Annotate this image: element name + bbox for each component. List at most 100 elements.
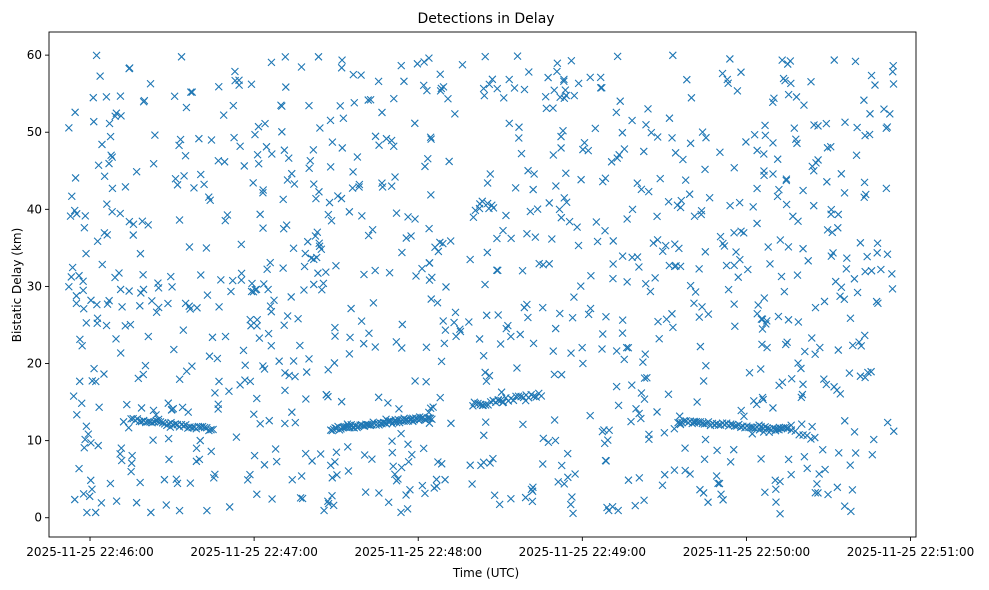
data-point [486,459,495,467]
data-point [609,260,618,268]
data-point [297,63,306,71]
data-point [603,503,611,512]
data-point [563,473,572,482]
data-point [868,450,877,459]
data-point [324,499,333,508]
data-point [256,419,265,428]
data-point [479,458,488,467]
data-point [714,421,723,429]
data-point [181,299,190,308]
data-point [661,241,670,250]
data-point [823,143,832,152]
data-point [769,404,777,412]
data-point [479,84,488,93]
data-point [389,462,398,471]
data-point [106,479,115,488]
data-point [398,248,406,257]
data-point [360,270,368,279]
data-point [760,167,768,175]
data-point [578,343,587,352]
data-point [375,141,383,150]
data-point [814,489,822,497]
data-point [246,315,255,324]
y-tick-label: 10 [27,434,42,448]
data-point [160,475,169,484]
data-point [716,148,724,157]
data-point [437,357,446,366]
data-point [647,128,656,137]
data-point [167,406,176,414]
data-point [309,145,318,154]
data-point [81,435,90,444]
data-point [136,478,145,487]
data-point [320,506,328,515]
data-point [67,273,76,281]
data-point [426,191,435,199]
data-point [81,211,90,220]
data-point [483,199,492,208]
data-point [290,180,299,188]
data-point [192,444,201,453]
data-point [294,314,302,323]
data-point [105,159,113,168]
data-point [127,459,136,468]
data-point [618,252,627,261]
data-point [758,340,766,349]
data-point [116,209,125,218]
data-point [170,92,179,101]
data-point [196,170,205,179]
data-point [549,347,558,355]
data-point [180,171,188,180]
data-point [557,144,565,152]
data-point [644,104,652,113]
data-point [395,404,403,413]
data-point [325,198,334,207]
data-point [560,479,569,488]
data-point [486,170,495,178]
data-point [834,346,843,354]
data-point [119,417,128,426]
data-point [669,323,677,332]
data-point [324,210,333,219]
data-point [178,403,187,412]
data-point [745,368,754,377]
data-point [704,310,713,318]
data-point [482,311,491,320]
data-point [357,211,366,220]
data-point [888,284,897,293]
data-point [124,423,133,432]
data-point [774,312,783,321]
data-point [315,187,323,196]
data-point [259,280,268,288]
data-point [887,269,896,278]
x-axis-label: Time (UTC) [452,566,519,580]
data-point [523,229,531,238]
data-point [469,213,478,222]
data-point [834,448,843,457]
data-point [247,80,256,89]
data-point [344,467,353,475]
data-point [685,190,694,199]
data-point [117,444,126,452]
data-point [125,64,134,72]
data-point [553,59,562,68]
data-point [730,300,739,308]
data-point [364,96,373,104]
data-point [82,422,91,431]
data-point [192,457,201,466]
data-point [387,182,396,191]
data-point [771,424,780,433]
data-point [237,269,246,278]
data-point [421,162,429,171]
data-point [529,392,538,401]
data-point [529,185,538,194]
data-point [784,315,793,324]
data-point [635,409,644,418]
data-point [164,299,172,308]
data-point [653,212,661,221]
data-point [207,447,216,456]
data-point [139,97,148,106]
data-point [156,417,165,426]
data-point [179,326,188,334]
data-point [347,304,355,313]
